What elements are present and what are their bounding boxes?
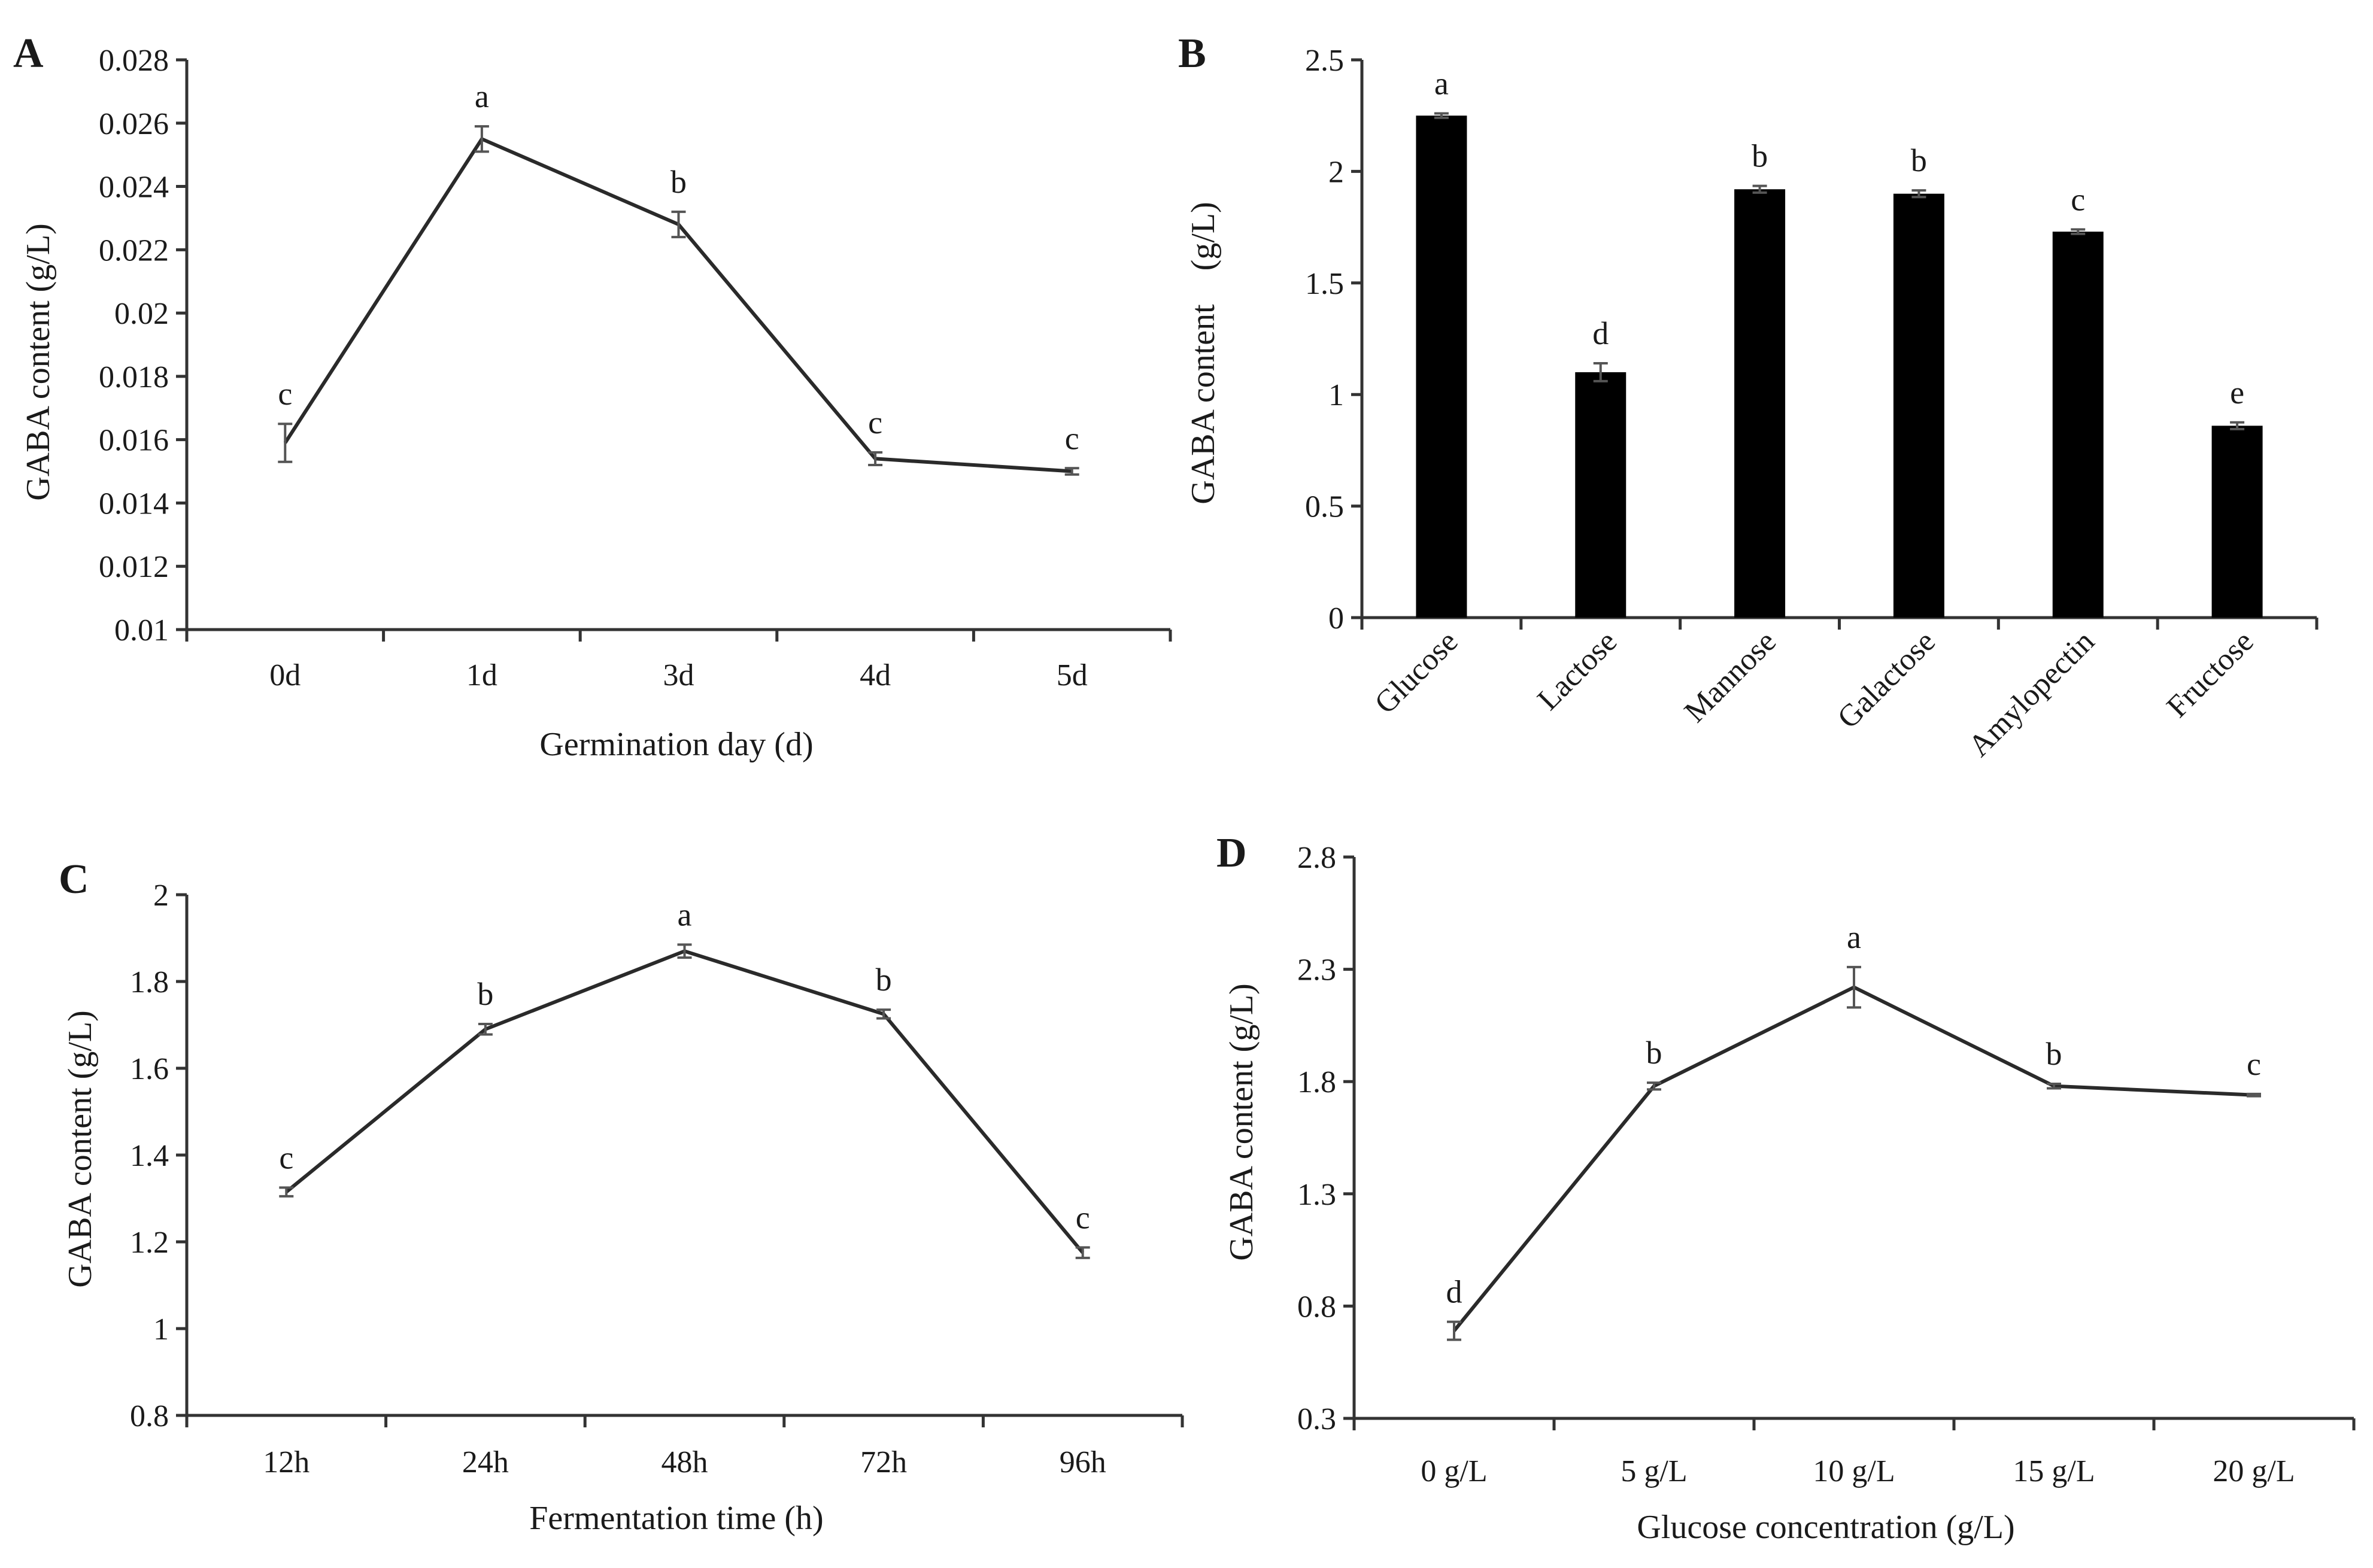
panel-c-y-tick-label: 1.2 [130,1226,169,1260]
panel-c-y-tick-label: 2 [153,879,169,913]
panel-c-plot: 0.8 1 1.2 1.4 1.6 1.8 2 12h 24h 48h 72h 96h c b a b c [130,879,1184,1479]
panel-b-significance-letter: b [1752,138,1768,174]
panel-d-x-axis-label: Glucose concentration (g/L) [1637,1509,2014,1546]
panel-b-bar [2052,232,2104,618]
panel-a-tag: A [13,31,44,77]
panel-a-y-tick-label: 0.016 [99,424,169,458]
panel-c-significance-letter: c [1076,1199,1090,1235]
panel-c-x-tick-label: 24h [462,1445,509,1479]
panel-b-y-axis-label: GABA content (g/L) [1185,202,1222,504]
panel-b-y-tick-label: 0.5 [1305,490,1344,524]
panel-a-x-tick-label: 3d [663,658,694,692]
panel-c-tag: C [59,856,89,902]
panel-c-significance-letter: b [876,962,892,998]
panel-b-significance-letter: d [1592,315,1609,351]
panel-d-y-tick-label: 1.8 [1297,1065,1336,1099]
panel-c-y-tick-label: 1.4 [130,1139,169,1173]
panel-a-x-tick-label: 5d [1057,658,1088,692]
panel-b-bar [1893,193,1944,618]
panel-a-significance-letter: c [868,405,882,440]
panel-c-significance-letter: b [477,976,493,1012]
panel-b-bar [2211,426,2263,618]
panel-d-x-tick-label: 20 g/L [2213,1454,2295,1488]
panel-b-y-tick-label: 1.5 [1305,267,1344,301]
panel-d-y-tick-label: 2.8 [1297,841,1336,875]
panel-b-significance-letter: e [2230,375,2244,411]
panel-d-significance-letter: b [2046,1036,2062,1072]
panel-a-y-axis-label: GABA content (g/L) [20,223,57,500]
panel-d-tag: D [1216,830,1247,876]
panel-a-y-tick-label: 0.022 [99,233,169,268]
panel-d-y-tick-label: 0.3 [1297,1402,1336,1436]
panel-d-significance-letter: a [1847,919,1861,955]
panel-d-significance-letter: c [2247,1046,2261,1082]
panel-d-significance-letter: d [1446,1274,1462,1310]
panel-b-significance-letter: b [1911,142,1927,178]
panel-b-significance-letter: c [2071,181,2085,217]
panel-a-y-tick-label: 0.01 [114,613,169,648]
panel-b-y-tick-label: 2.5 [1305,44,1344,78]
panel-b-y-tick-label: 0 [1328,601,1344,636]
panel-a-x-tick-label: 4d [860,658,891,692]
panel-a-y-tick-label: 0.02 [114,297,169,331]
panel-b-y-tick-label: 2 [1328,155,1344,189]
panel-a-plot: 0.01 0.012 0.014 0.016 0.018 0.02 0.022 0.024 0.… [99,44,1172,692]
panel-a-y-tick-label: 0.024 [99,171,169,205]
panel-a-significance-letter: c [278,376,292,412]
panel-d-y-tick-label: 1.3 [1297,1178,1336,1212]
panel-c: C GABA content (g/L) Fermentation time (… [59,856,1184,1537]
panel-c-x-tick-label: 48h [661,1445,708,1479]
panel-c-y-tick-label: 1.8 [130,965,169,999]
panel-b-bar [1734,189,1786,618]
panel-a-x-tick-label: 1d [466,658,497,692]
panel-d-y-axis-label: GABA content (g/L) [1223,983,1260,1260]
panel-c-x-tick-label: 96h [1060,1445,1106,1479]
panel-d-x-tick-label: 5 g/L [1621,1454,1687,1488]
panel-c-significance-letter: a [678,897,692,932]
panel-a-significance-letter: c [1065,420,1079,456]
panel-c-y-tick-label: 1 [153,1312,169,1347]
panel-a-y-tick-label: 0.026 [99,107,169,141]
panel-a-x-tick-label: 0d [269,658,301,692]
panel-a-y-tick-label: 0.012 [99,550,169,584]
panel-c-x-tick-label: 12h [263,1445,309,1479]
panel-a-y-tick-label: 0.028 [99,44,169,78]
panel-d-significance-letter: b [1646,1035,1662,1071]
panel-b-bar [1416,116,1467,618]
panel-c-significance-letter: c [279,1139,293,1175]
panel-a-y-tick-label: 0.018 [99,360,169,394]
panel-c-y-tick-label: 1.6 [130,1052,169,1086]
panel-a: A GABA content (g/L) Germination day (d)… [13,31,1172,763]
panel-d-x-tick-label: 15 g/L [2013,1454,2095,1488]
panel-c-y-tick-label: 0.8 [130,1399,169,1433]
panel-b-y-tick-label: 1 [1328,378,1344,412]
panel-d: D GABA content (g/L) Glucose concentrati… [1216,830,2356,1546]
panel-d-plot: 0.3 0.8 1.3 1.8 2.3 2.8 0 g/L 5 g/L 10 g/L 15 g/L… [1297,841,2356,1488]
panel-d-y-tick-label: 2.3 [1297,953,1336,987]
panel-a-significance-letter: a [475,78,489,114]
panel-c-x-tick-label: 72h [860,1445,907,1479]
panel-a-significance-letter: b [670,164,687,200]
panel-a-y-tick-label: 0.014 [99,487,169,521]
panel-d-x-tick-label: 0 g/L [1421,1454,1487,1488]
panel-a-x-axis-label: Germination day (d) [539,726,813,763]
panel-d-x-tick-label: 10 g/L [1813,1454,1895,1488]
panel-c-x-axis-label: Fermentation time (h) [529,1500,823,1537]
panel-b-tag: B [1178,31,1206,77]
panel-b-bar [1575,372,1626,618]
panel-c-y-axis-label: GABA content (g/L) [62,1010,99,1287]
panel-b-significance-letter: a [1434,65,1449,101]
panel-d-y-tick-label: 0.8 [1297,1290,1336,1324]
